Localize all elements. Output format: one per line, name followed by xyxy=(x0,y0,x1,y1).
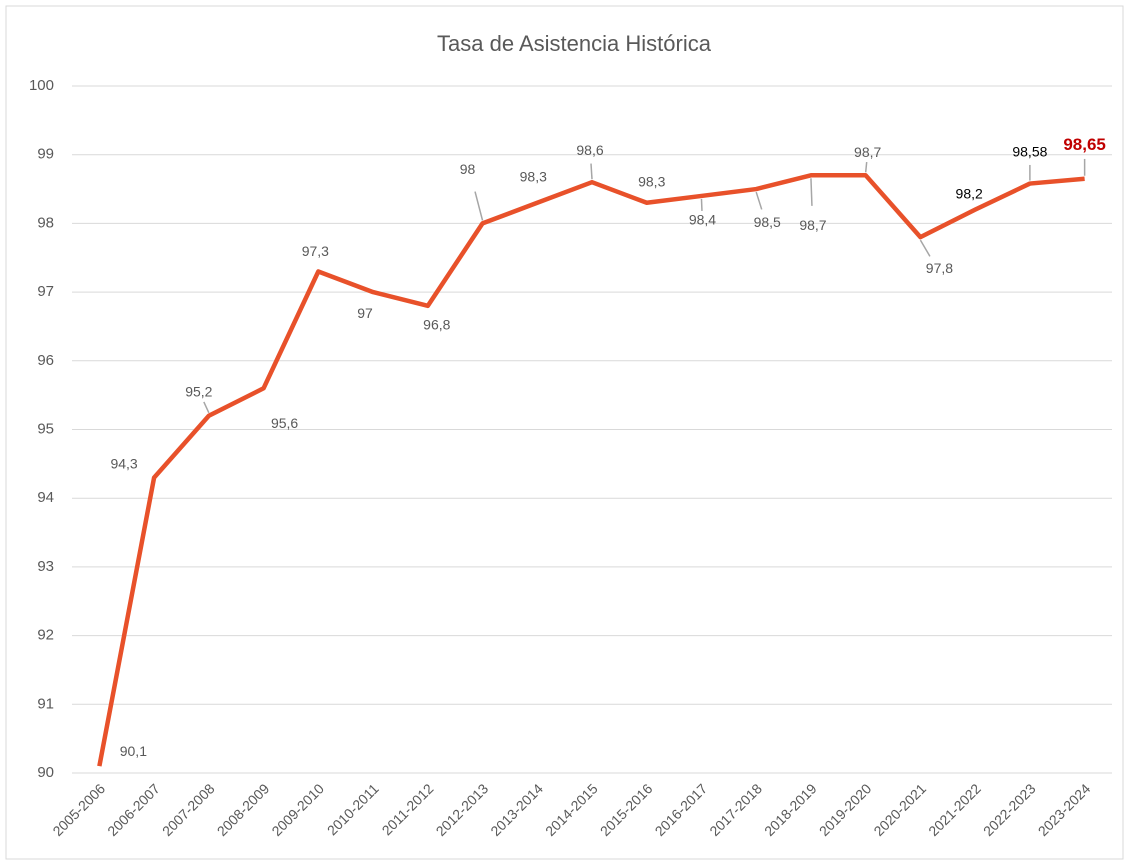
leader-line xyxy=(203,401,210,414)
y-tick-label: 97 xyxy=(37,283,54,300)
y-tick-label: 95 xyxy=(37,420,54,437)
y-tick-label: 93 xyxy=(37,558,54,575)
leader-line xyxy=(864,162,868,173)
leader-line xyxy=(919,239,931,257)
data-label: 97,8 xyxy=(926,260,953,276)
y-tick-label: 99 xyxy=(37,146,54,163)
leader-line xyxy=(755,191,763,210)
chart-border xyxy=(5,5,1124,860)
data-label: 98,5 xyxy=(754,214,781,230)
data-label: 98,6 xyxy=(576,142,603,158)
data-label: 96,8 xyxy=(423,317,450,333)
data-label: 98,4 xyxy=(689,212,716,228)
leader-line xyxy=(474,191,484,221)
chart-title: Tasa de Asistencia Histórica xyxy=(437,31,712,56)
data-label: 98,3 xyxy=(638,173,665,189)
data-label: 94,3 xyxy=(110,455,137,471)
y-tick-label: 90 xyxy=(37,764,54,781)
data-label: 95,2 xyxy=(185,383,212,399)
data-label: 90,1 xyxy=(120,743,147,759)
y-tick-label: 100 xyxy=(29,77,54,94)
data-label: 98,3 xyxy=(520,168,547,184)
y-tick-label: 91 xyxy=(37,695,54,712)
data-label: 97,3 xyxy=(302,243,329,259)
y-tick-label: 96 xyxy=(37,352,54,369)
data-label: 98,65 xyxy=(1063,135,1106,154)
data-label: 98,2 xyxy=(956,185,983,201)
data-label: 98 xyxy=(460,161,476,177)
leader-line xyxy=(590,163,593,180)
data-label: 98,7 xyxy=(799,217,826,233)
data-line xyxy=(97,173,1085,767)
leader-line xyxy=(810,178,813,206)
data-label: 98,7 xyxy=(854,144,881,160)
y-tick-label: 92 xyxy=(37,627,54,644)
data-label: 95,6 xyxy=(271,415,298,431)
leader-line xyxy=(700,198,703,211)
data-label: 98,58 xyxy=(1012,143,1047,159)
y-tick-label: 94 xyxy=(37,489,54,506)
y-tick-label: 98 xyxy=(37,214,54,231)
data-label: 97 xyxy=(357,305,373,321)
